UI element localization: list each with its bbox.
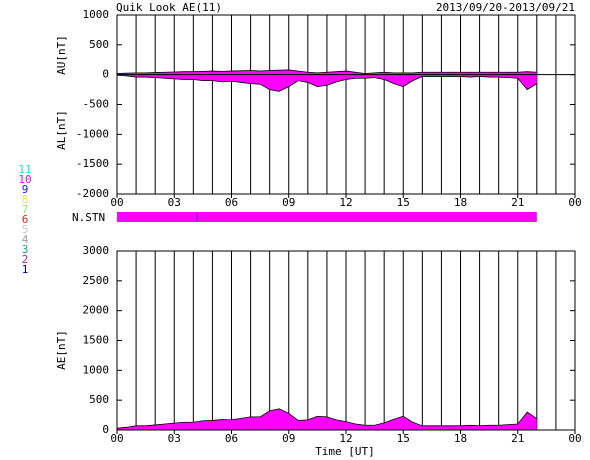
area [117, 408, 537, 430]
y-tick-label: 3000 [83, 244, 110, 257]
x-tick-label: 09 [282, 432, 295, 445]
y-axis-label: AE[nT] [55, 330, 68, 370]
x-tick-label: 03 [168, 432, 181, 445]
line [116, 408, 538, 429]
x-tick-label: 12 [339, 196, 352, 209]
legend-label: 9 [22, 183, 29, 196]
x-tick-label: 06 [225, 432, 238, 445]
x-tick-label: 15 [397, 432, 410, 445]
y-tick-label: 2000 [83, 304, 110, 317]
legend-label: 4 [22, 233, 29, 246]
legend-label: 6 [22, 213, 29, 226]
y-tick-label: -1500 [76, 157, 109, 170]
y-tick-label: 1000 [83, 8, 110, 21]
plot-frame [116, 14, 576, 195]
y-tick-label: 2500 [83, 274, 110, 287]
x-tick-label: 18 [454, 196, 467, 209]
x-tick-label: 00 [110, 196, 123, 209]
line [116, 74, 538, 92]
x-tick-label: 15 [397, 196, 410, 209]
plot-frame [116, 250, 576, 431]
station-segment [197, 212, 537, 222]
x-tick-label: 21 [511, 196, 524, 209]
legend-label: 7 [22, 203, 29, 216]
x-tick-label: 03 [168, 196, 181, 209]
legend-label: 8 [22, 193, 29, 206]
x-tick-label: 06 [225, 196, 238, 209]
area [117, 74, 537, 92]
legend-label: 5 [22, 223, 29, 236]
legend-label: 11 [18, 163, 31, 176]
y-tick-label: -1000 [76, 127, 109, 140]
y-tick-label: 500 [89, 393, 109, 406]
legend-label: 10 [18, 173, 31, 186]
y-tick-label: 0 [102, 423, 109, 436]
chart-title: Quik Look AE(11) [116, 1, 222, 14]
legend-label: 3 [22, 243, 29, 256]
legend-label: 1 [22, 263, 29, 276]
x-axis-label: Time [UT] [315, 445, 375, 458]
x-tick-label: 12 [339, 432, 352, 445]
x-tick-label: 00 [110, 432, 123, 445]
y-tick-label: -500 [83, 98, 110, 111]
line [116, 69, 537, 74]
x-tick-label: 09 [282, 196, 295, 209]
y-axis-label: AL[nT] [55, 110, 68, 150]
legend-label: 2 [22, 253, 29, 266]
n-stn-label: N.STN [72, 211, 105, 224]
y-tick-label: -2000 [76, 187, 109, 200]
x-tick-label: 00 [568, 432, 581, 445]
y-axis-label: AU[nT] [55, 35, 68, 75]
y-tick-label: 0 [102, 68, 109, 81]
y-tick-label: 500 [89, 38, 109, 51]
x-tick-label: 00 [568, 196, 581, 209]
y-tick-label: 1500 [83, 334, 110, 347]
y-tick-label: 1000 [83, 363, 110, 376]
station-segment [117, 212, 198, 222]
x-tick-label: 21 [511, 432, 524, 445]
date-range: 2013/09/20-2013/09/21 [436, 1, 575, 14]
x-tick-label: 18 [454, 432, 467, 445]
